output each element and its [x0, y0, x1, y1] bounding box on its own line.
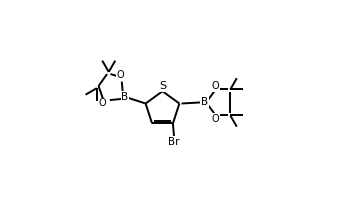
Text: B: B	[201, 97, 208, 107]
Text: O: O	[211, 114, 219, 124]
Text: O: O	[99, 98, 106, 108]
Text: B: B	[121, 92, 128, 102]
Text: S: S	[160, 82, 167, 92]
Text: Br: Br	[168, 137, 180, 147]
Text: O: O	[211, 81, 219, 91]
Text: O: O	[117, 70, 124, 80]
